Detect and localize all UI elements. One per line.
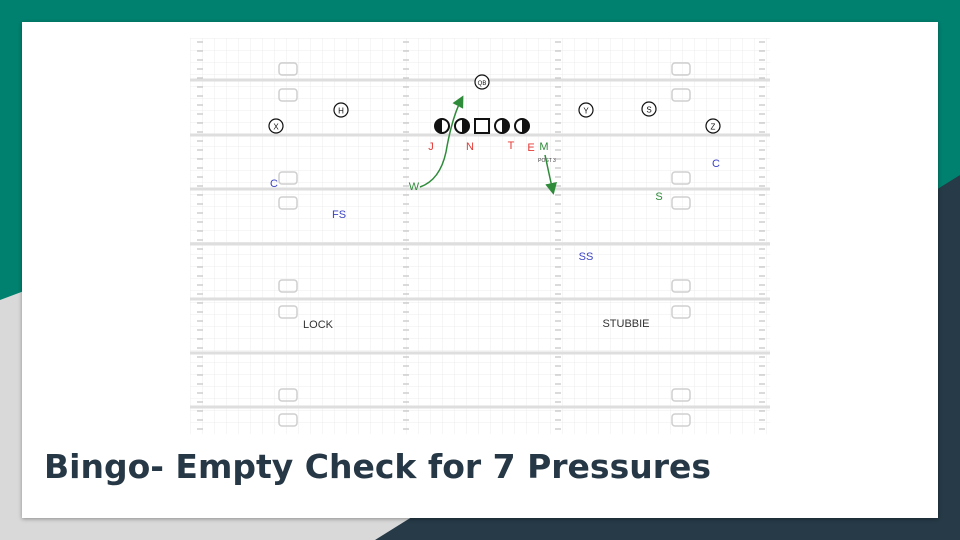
left-guard [454, 118, 470, 134]
field-number-marker [278, 62, 298, 76]
left-tackle [434, 118, 450, 134]
quarterback: QB [474, 74, 490, 90]
field-number-marker [278, 305, 298, 319]
quarterback-circle [474, 74, 490, 90]
corner-right: C [712, 158, 720, 170]
coverage-label-lock: LOCK [303, 319, 334, 331]
field-number-marker [278, 388, 298, 402]
field-number-marker [278, 413, 298, 427]
corner-left: C [270, 178, 278, 190]
receiver-label: H [338, 107, 344, 116]
right-tackle [514, 118, 530, 134]
field-number-marker [671, 388, 691, 402]
receiver-label: Z [711, 123, 716, 132]
field-number-marker [671, 196, 691, 210]
field-number-marker [671, 413, 691, 427]
receiver-h: H [333, 102, 349, 118]
field-number-marker [278, 88, 298, 102]
w-blitz-route [419, 95, 464, 188]
receiver-label: Y [583, 107, 589, 116]
field-number-marker [671, 171, 691, 185]
linebacker-m: M [539, 141, 548, 153]
offensive-line [434, 118, 530, 134]
numbers-markers [278, 62, 691, 427]
receiver-s: S [641, 101, 657, 117]
receiver-z: Z [705, 118, 721, 134]
field-number-marker [671, 279, 691, 293]
field-number-marker [278, 196, 298, 210]
play-diagram: QB X H Y S Z [190, 38, 770, 434]
linebacker-w: W [409, 181, 420, 193]
defender-e: E [527, 142, 534, 154]
field-number-marker [671, 62, 691, 76]
field-number-marker [671, 305, 691, 319]
overhang-s: S [655, 191, 662, 203]
right-guard [494, 118, 510, 134]
defender-t: T [508, 140, 515, 152]
receiver-label: S [646, 106, 651, 115]
free-safety: FS [332, 209, 346, 221]
hash-marks [197, 41, 765, 430]
defender-n: N [466, 141, 474, 153]
defender-j: J [428, 141, 434, 153]
field-number-marker [278, 171, 298, 185]
receiver-y: Y [578, 102, 594, 118]
slide-card: QB X H Y S Z [22, 22, 938, 518]
receiver-label: X [273, 123, 279, 132]
linebacker-note: POST 3 [538, 158, 556, 164]
field-number-marker [278, 279, 298, 293]
m-drop-route [544, 154, 557, 195]
strong-safety: SS [579, 251, 594, 263]
coverage-label-stubbie: STUBBIE [602, 318, 649, 330]
receiver-x: X [268, 118, 284, 134]
slide-title: Bingo- Empty Check for 7 Pressures [44, 447, 712, 486]
center [474, 118, 490, 134]
quarterback-label: QB [478, 81, 487, 87]
field-grid [190, 38, 770, 434]
field-number-marker [671, 88, 691, 102]
